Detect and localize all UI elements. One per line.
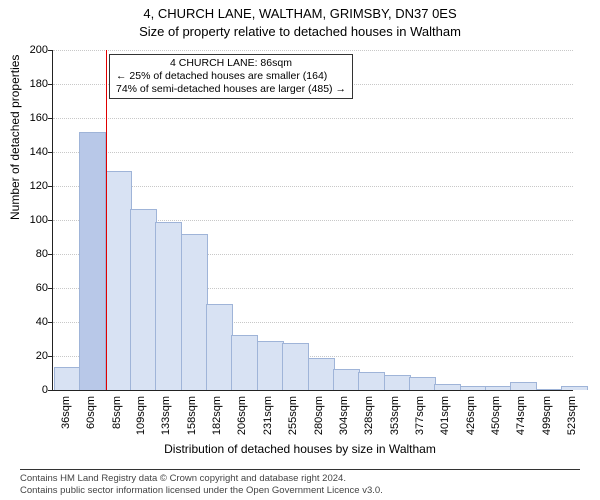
x-tick-label: 426sqm [465,396,477,435]
y-tick-label: 100 [16,214,48,226]
x-tick-label: 109sqm [135,396,147,435]
histogram-bar [105,171,132,390]
y-tick-label: 60 [16,282,48,294]
y-tick [48,254,52,255]
grid-line [53,50,573,51]
x-tick-label: 36sqm [60,396,72,429]
x-tick-label: 158sqm [186,396,198,435]
y-tick [48,288,52,289]
histogram-bar [308,358,335,390]
annotation-line-2: ← 25% of detached houses are smaller (16… [116,70,346,83]
histogram-bar [155,222,182,390]
histogram-bar [79,132,106,390]
y-tick [48,84,52,85]
x-tick-label: 206sqm [236,396,248,435]
y-tick [48,220,52,221]
chart-container: 4, CHURCH LANE, WALTHAM, GRIMSBY, DN37 0… [0,0,600,500]
histogram-bar [510,382,537,390]
histogram-bar [282,343,309,390]
histogram-bar [206,304,233,390]
x-tick-label: 85sqm [111,396,123,429]
x-tick-label: 182sqm [211,396,223,435]
histogram-bar [333,369,360,390]
x-tick-label: 499sqm [541,396,553,435]
x-tick-label: 304sqm [338,396,350,435]
y-tick [48,152,52,153]
histogram-bar [536,389,563,390]
footer-attribution: Contains HM Land Registry data © Crown c… [20,469,580,496]
histogram-bar [130,209,157,390]
x-tick-label: 377sqm [414,396,426,435]
x-tick-label: 255sqm [287,396,299,435]
plot-area: 4 CHURCH LANE: 86sqm ← 25% of detached h… [52,50,573,391]
grid-line [53,152,573,153]
annotation-line-1: 4 CHURCH LANE: 86sqm [116,57,346,70]
y-tick-label: 140 [16,146,48,158]
grid-line [53,118,573,119]
annotation-line-3: 74% of semi-detached houses are larger (… [116,83,346,96]
x-tick-label: 353sqm [389,396,401,435]
chart-subtitle: Size of property relative to detached ho… [0,24,600,39]
histogram-bar [561,386,588,390]
x-tick-label: 231sqm [262,396,274,435]
x-tick-label: 133sqm [160,396,172,435]
y-tick-label: 120 [16,180,48,192]
footer-line-2: Contains public sector information licen… [20,485,580,496]
y-tick-label: 0 [16,384,48,396]
y-tick-label: 40 [16,316,48,328]
x-axis-label: Distribution of detached houses by size … [0,442,600,456]
x-tick-label: 450sqm [490,396,502,435]
histogram-bar [434,384,461,390]
x-tick-label: 401sqm [439,396,451,435]
footer-line-1: Contains HM Land Registry data © Crown c… [20,473,580,484]
x-tick-label: 474sqm [515,396,527,435]
annotation-box: 4 CHURCH LANE: 86sqm ← 25% of detached h… [109,54,353,99]
y-tick-label: 180 [16,78,48,90]
histogram-bar [181,234,208,390]
y-tick [48,50,52,51]
y-tick [48,390,52,391]
y-tick [48,118,52,119]
histogram-bar [231,335,258,390]
y-tick [48,186,52,187]
x-tick-label: 280sqm [313,396,325,435]
histogram-bar [257,341,284,390]
chart-title-address: 4, CHURCH LANE, WALTHAM, GRIMSBY, DN37 0… [0,6,600,21]
y-tick [48,356,52,357]
histogram-bar [384,375,411,390]
histogram-bar [358,372,385,390]
y-tick-label: 20 [16,350,48,362]
y-tick-label: 80 [16,248,48,260]
histogram-bar [485,386,512,390]
x-tick-label: 523sqm [566,396,578,435]
x-tick-label: 60sqm [85,396,97,429]
histogram-bar [409,377,436,390]
marker-line [106,50,107,390]
histogram-bar [460,386,487,390]
y-tick [48,322,52,323]
x-tick-label: 328sqm [363,396,375,435]
y-tick-label: 160 [16,112,48,124]
histogram-bar [54,367,81,390]
y-tick-label: 200 [16,44,48,56]
